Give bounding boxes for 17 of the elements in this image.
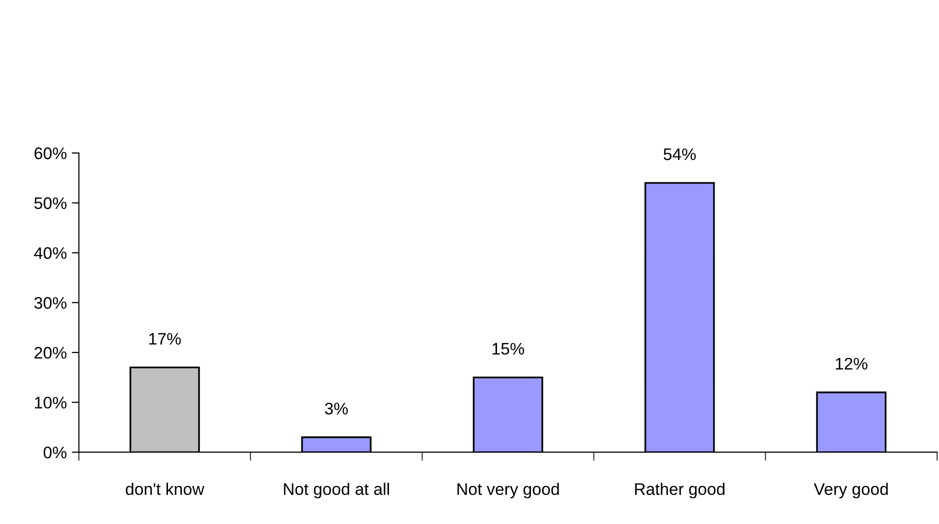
x-tick-label: Very good (814, 482, 888, 498)
x-tick-label: Rather good (635, 482, 724, 498)
y-tick-label: 20% (34, 346, 66, 359)
y-tick-label: 10% (34, 396, 66, 409)
y-tick-label: 0% (44, 446, 66, 458)
y-tick-label: 30% (34, 297, 66, 309)
data-label: 17% (149, 332, 181, 345)
x-tick-label: Not good at all (284, 482, 389, 498)
y-tick-label: 60% (34, 147, 66, 160)
x-tick-label: Not very good (457, 482, 559, 498)
data-label: 54% (664, 148, 696, 160)
y-tick-label: 50% (34, 197, 66, 210)
x-tick-label: don't know (126, 482, 204, 496)
data-label: 15% (492, 342, 524, 355)
data-label: 3% (324, 402, 348, 415)
y-tick-label: 40% (34, 247, 66, 259)
data-label: 12% (836, 358, 868, 370)
